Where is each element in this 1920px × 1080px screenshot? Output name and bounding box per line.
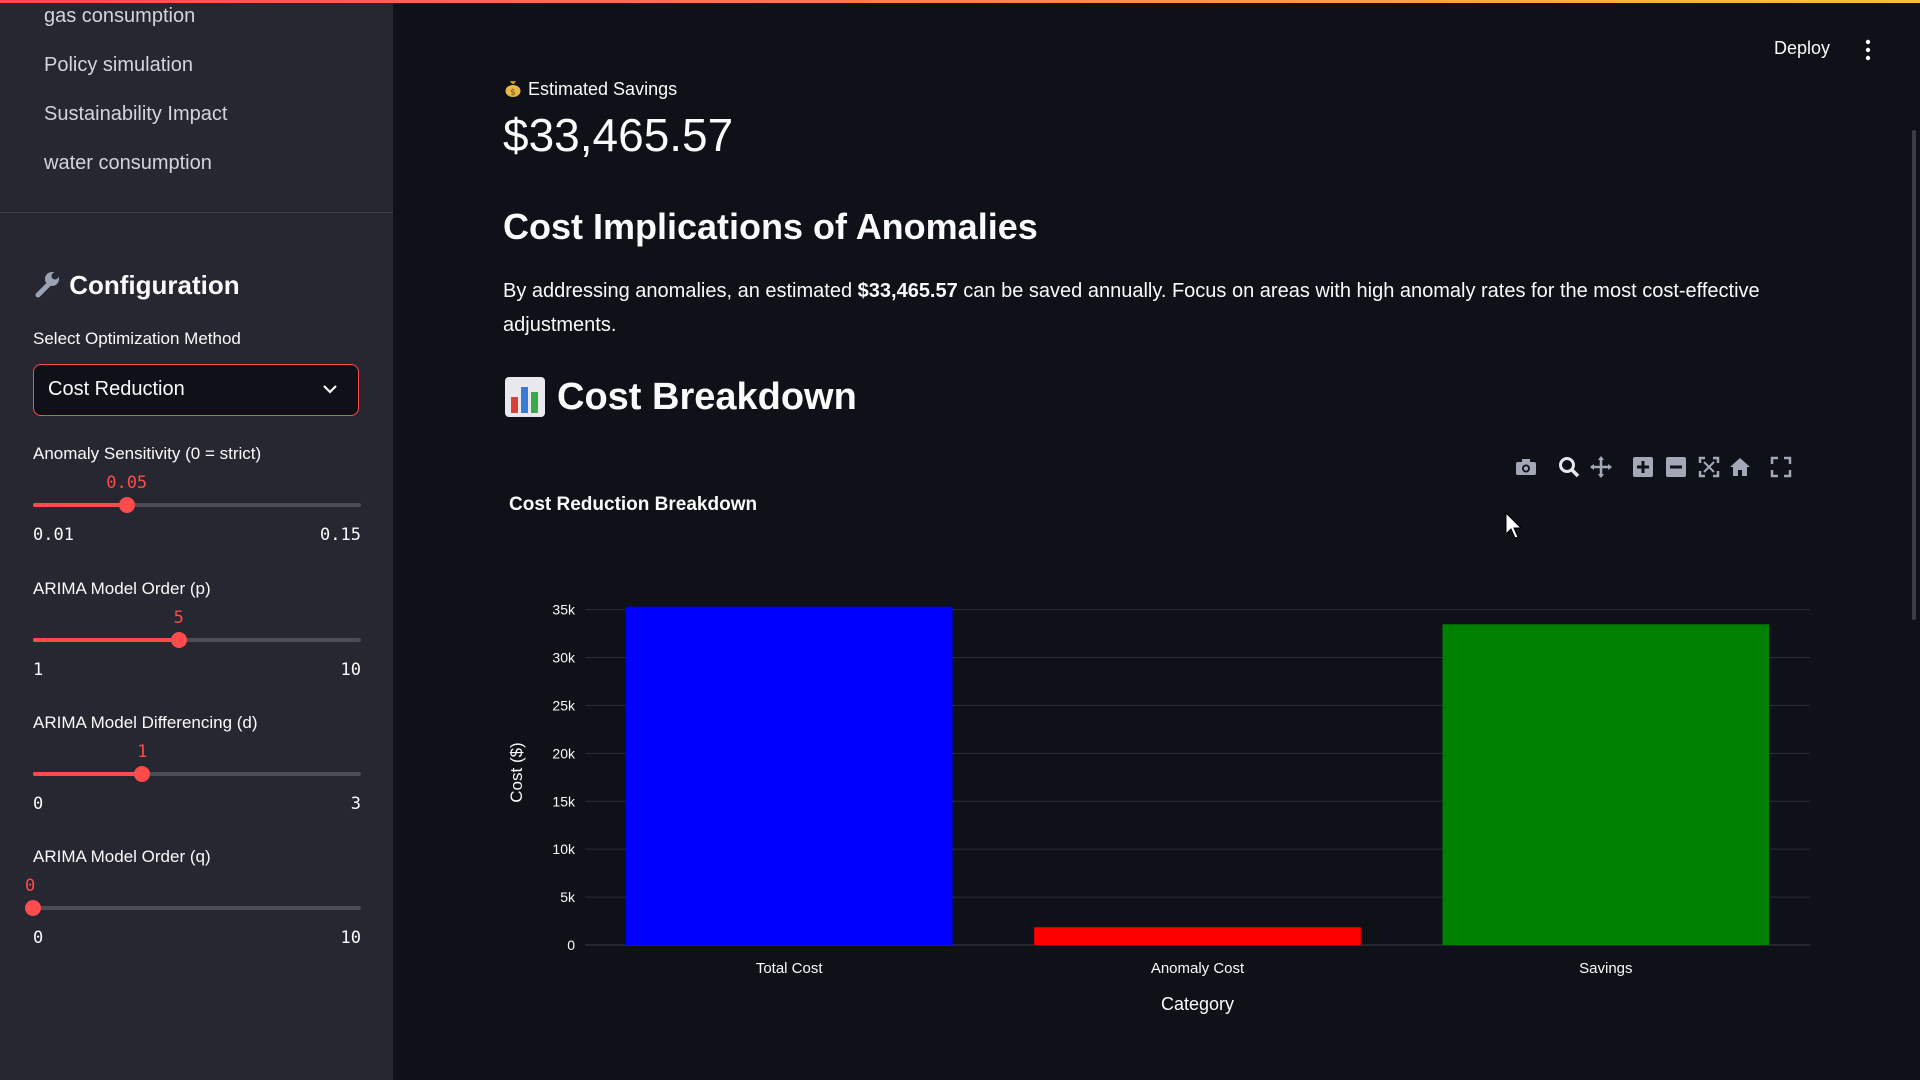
sidebar-item-gas-consumption[interactable]: gas consumption <box>44 5 196 27</box>
arima-d-label: ARIMA Model Differencing (d) <box>33 713 258 732</box>
sidebar-divider <box>0 212 393 213</box>
bar-anomaly-cost[interactable] <box>1034 927 1361 945</box>
slider-thumb[interactable] <box>118 497 135 513</box>
savings-paragraph: By addressing anomalies, an estimated $3… <box>503 274 1803 342</box>
chart-bars <box>625 606 1770 945</box>
chart-y-ticks: 0 5k 10k 15k 20k 25k 30k 35k <box>552 602 576 953</box>
x-tick-label: Savings <box>1579 960 1632 977</box>
y-tick-label: 25k <box>552 697 576 713</box>
chart-x-axis-label: Category <box>1161 994 1234 1014</box>
svg-text:$: $ <box>510 88 516 98</box>
home-icon[interactable] <box>1728 455 1752 479</box>
slider-current-value: 0.05 <box>106 473 148 493</box>
slider-max-value: 10 <box>340 928 361 948</box>
cost-breakdown-chart[interactable]: Cost Reduction Breakdown 0 5k 10k 15k 20k 25k… <box>500 480 1820 1040</box>
sidebar: gas consumption Policy simulation Sustai… <box>0 3 393 1080</box>
slider-current-value: 1 <box>137 742 148 762</box>
slider-max-value: 0.15 <box>320 525 361 545</box>
chevron-down-icon <box>323 385 337 394</box>
anomaly-sensitivity-label: Anomaly Sensitivity (0 = strict) <box>33 444 262 463</box>
y-tick-label: 15k <box>552 793 576 809</box>
bar-total-cost[interactable] <box>625 606 953 945</box>
arima-p-label: ARIMA Model Order (p) <box>33 579 211 598</box>
slider-track[interactable] <box>33 772 361 776</box>
slider-track[interactable] <box>33 638 361 642</box>
y-tick-label: 10k <box>552 841 576 857</box>
slider-track[interactable] <box>33 906 361 910</box>
sidebar-item-water-consumption[interactable]: water consumption <box>44 152 212 174</box>
slider-min-value: 0 <box>33 794 44 814</box>
y-tick-label: 20k <box>552 745 576 761</box>
slider-max-value: 3 <box>350 794 361 814</box>
arima-q-slider[interactable]: 0 0 10 <box>25 876 361 948</box>
y-tick-label: 0 <box>567 937 575 953</box>
optimization-method-select[interactable]: Cost Reduction <box>33 364 359 416</box>
zoom-in-icon[interactable] <box>1631 455 1655 479</box>
sidebar-item-policy-simulation[interactable]: Policy simulation <box>44 54 193 76</box>
pan-icon[interactable] <box>1589 455 1613 479</box>
paragraph-highlight: $33,465.57 <box>857 280 958 302</box>
x-tick-label: Anomaly Cost <box>1151 960 1245 977</box>
slider-thumb[interactable] <box>134 766 151 782</box>
chart-y-axis-label: Cost ($) <box>507 742 526 802</box>
slider-min-value: 1 <box>33 660 44 680</box>
mouse-cursor-icon <box>1505 512 1523 539</box>
chart-title: Cost Reduction Breakdown <box>509 494 757 515</box>
main-scrollbar[interactable] <box>1912 130 1916 620</box>
kebab-menu-icon[interactable] <box>1862 38 1874 62</box>
top-decoration-bar <box>0 0 1920 3</box>
method-label: Select Optimization Method <box>33 329 241 348</box>
sidebar-item-sustainability-impact[interactable]: Sustainability Impact <box>44 103 228 125</box>
cost-breakdown-heading: Cost Breakdown <box>503 375 857 419</box>
autoscale-icon[interactable] <box>1697 455 1721 479</box>
arima-p-slider[interactable]: 5 1 10 <box>33 608 361 680</box>
paragraph-text-after: can be saved annually. Focus on areas wi… <box>503 280 1760 336</box>
metric-label-text: Estimated Savings <box>528 79 678 99</box>
slider-fill <box>33 638 179 642</box>
metric-label: $ Estimated Savings <box>503 78 677 100</box>
section-title: Cost Implications of Anomalies <box>503 206 1038 247</box>
arima-q-label: ARIMA Model Order (q) <box>33 847 211 866</box>
y-tick-label: 35k <box>552 602 576 618</box>
slider-current-value: 0 <box>25 876 36 896</box>
slider-min-value: 0 <box>33 928 44 948</box>
chart-x-ticks: Total Cost Anomaly Cost Savings <box>756 960 1633 977</box>
metric-value: $33,465.57 <box>503 109 734 161</box>
slider-max-value: 10 <box>340 660 361 680</box>
paragraph-text-before: By addressing anomalies, an estimated <box>503 280 858 302</box>
configuration-heading: Configuration <box>32 269 240 301</box>
y-tick-label: 5k <box>560 889 576 905</box>
slider-min-value: 0.01 <box>33 525 74 545</box>
zoom-out-icon[interactable] <box>1664 455 1688 479</box>
fullscreen-icon[interactable] <box>1769 455 1793 479</box>
slider-thumb[interactable] <box>25 900 41 916</box>
slider-fill <box>33 503 127 507</box>
slider-fill <box>33 772 143 776</box>
x-tick-label: Total Cost <box>756 960 824 977</box>
slider-current-value: 5 <box>173 608 184 628</box>
anomaly-sensitivity-slider[interactable]: 0.05 0.01 0.15 <box>33 473 361 545</box>
money-bag-icon: $ <box>505 81 521 98</box>
cost-breakdown-title: Cost Breakdown <box>557 375 857 418</box>
slider-track[interactable] <box>33 503 361 507</box>
bar-savings[interactable] <box>1442 624 1770 945</box>
arima-d-slider[interactable]: 1 0 3 <box>33 742 361 814</box>
optimization-method-value: Cost Reduction <box>48 378 185 400</box>
bar-chart-icon <box>505 377 545 417</box>
configuration-title: Configuration <box>69 270 240 300</box>
slider-thumb[interactable] <box>170 632 187 648</box>
zoom-icon[interactable] <box>1557 455 1581 479</box>
deploy-button[interactable]: Deploy <box>1774 38 1831 58</box>
camera-icon[interactable] <box>1514 455 1538 479</box>
y-tick-label: 30k <box>552 650 576 666</box>
wrench-icon <box>35 272 59 298</box>
